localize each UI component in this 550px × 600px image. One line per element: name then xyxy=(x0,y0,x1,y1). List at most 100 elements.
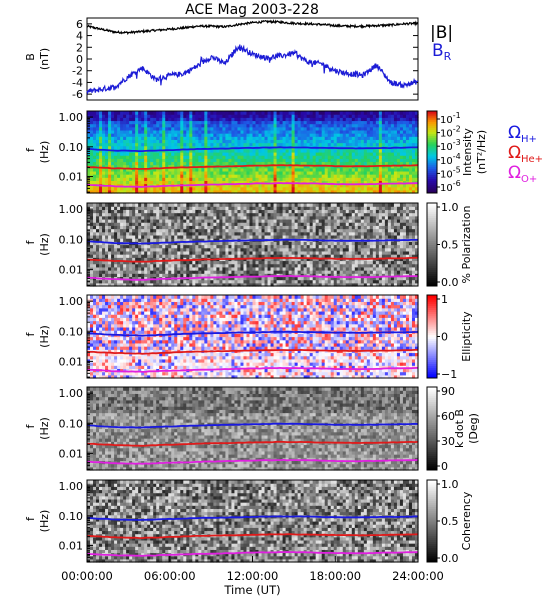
spectrogram-cell xyxy=(327,133,332,137)
spectrogram-cell xyxy=(141,136,145,140)
legend-omega-subscript: He+ xyxy=(521,154,543,165)
spectrogram-cell xyxy=(216,186,220,191)
spectrogram-cell xyxy=(249,276,254,281)
spectrogram-cell xyxy=(219,170,224,175)
spectrogram-cell xyxy=(144,152,148,156)
spectrogram-cell xyxy=(252,266,257,271)
spectrogram-cell xyxy=(282,189,287,194)
spectrogram-cell xyxy=(177,117,181,122)
spectrogram-cell xyxy=(147,161,151,166)
spectrogram-cell xyxy=(291,189,296,194)
colorbar-segment xyxy=(427,145,437,149)
spectrogram-cell xyxy=(255,186,260,191)
spectrogram-cell xyxy=(279,231,284,236)
colorbar-segment xyxy=(427,149,437,153)
spectrogram-cell xyxy=(216,247,220,252)
spectrogram-cell xyxy=(294,218,299,223)
spectrogram-cell xyxy=(165,142,169,147)
spectrogram-cell xyxy=(297,212,302,217)
spectrogram-cell xyxy=(381,183,386,188)
spectrogram-cell xyxy=(303,177,308,181)
spectrogram-cell xyxy=(408,129,413,134)
spectrogram-cell xyxy=(114,114,118,118)
spectrogram-cell xyxy=(372,133,377,137)
spectrogram-cell xyxy=(126,225,130,230)
spectrogram-cell xyxy=(144,279,148,284)
spectrogram-cell xyxy=(270,263,275,268)
spectrogram-cell xyxy=(177,133,181,137)
spectrogram-cell xyxy=(336,111,341,115)
spectrogram-cell xyxy=(234,139,239,144)
spectrogram-cell xyxy=(132,164,136,169)
spectrogram-cell xyxy=(117,174,121,178)
spectrogram-cell xyxy=(258,250,263,255)
spectrogram-cell xyxy=(198,273,202,278)
spectrogram-cell xyxy=(363,142,368,147)
spectrogram-cell xyxy=(93,238,97,242)
spectrogram-cell xyxy=(147,180,151,185)
spectrogram-cell xyxy=(117,215,121,220)
spectrogram-cell xyxy=(210,158,214,163)
spectrogram-cell xyxy=(303,170,308,175)
spectrogram-cell xyxy=(252,206,257,210)
spectrogram-cell xyxy=(216,218,220,223)
spectrogram-cell xyxy=(201,139,205,144)
spectrogram-cell xyxy=(198,133,202,137)
spectrogram-cell xyxy=(96,263,100,268)
spectrogram-cell xyxy=(138,228,142,233)
spectrogram-cell xyxy=(132,209,136,214)
spectrogram-cell xyxy=(204,282,208,287)
spectrogram-cell xyxy=(189,117,193,122)
spectrogram-cell xyxy=(195,111,199,115)
spectrogram-cell xyxy=(243,152,248,156)
spectrogram-cell xyxy=(150,152,154,156)
spectrogram-cell xyxy=(315,250,320,255)
spectrogram-cell xyxy=(240,273,245,278)
spectrogram-cell xyxy=(285,155,290,159)
spectrogram-cell xyxy=(330,152,335,156)
spectrogram-cell xyxy=(300,170,305,175)
spectrogram-cell xyxy=(231,158,236,163)
spectrogram-cell xyxy=(156,186,160,191)
spectrogram-cell xyxy=(279,161,284,166)
spectrogram-cell xyxy=(177,136,181,140)
spectrogram-cell xyxy=(261,206,266,210)
spectrogram-cell xyxy=(243,161,248,166)
spectrogram-cell xyxy=(300,120,305,125)
spectrogram-cell xyxy=(159,234,163,239)
spectrogram-cell xyxy=(144,270,148,274)
spectrogram-cell xyxy=(192,209,196,214)
spectrogram-cell xyxy=(105,270,109,274)
spectrogram-cell xyxy=(135,170,139,175)
spectrogram-cell xyxy=(201,270,205,274)
spectrogram-cell xyxy=(324,183,329,188)
spectrogram-cell xyxy=(303,136,308,140)
spectrogram-cell xyxy=(390,117,395,122)
spectrogram-cell xyxy=(195,174,199,178)
spectrogram-cell xyxy=(264,129,269,134)
spectrogram-cell xyxy=(240,234,245,239)
spectrogram-cell xyxy=(177,170,181,175)
spectrogram-cell xyxy=(339,129,344,134)
spectrogram-cell xyxy=(252,123,257,128)
spectrogram-cell xyxy=(231,254,236,258)
spectrogram-cell xyxy=(261,180,266,185)
spectrogram-cell xyxy=(339,148,344,153)
spectrogram-cell xyxy=(192,177,196,181)
spectrogram-cell xyxy=(126,282,130,287)
spectrogram-cell xyxy=(267,120,272,125)
spectrogram-cell xyxy=(243,136,248,140)
spectrogram-cell xyxy=(183,133,187,137)
spectrogram-cell xyxy=(252,218,257,223)
spectrogram-cell xyxy=(255,241,260,246)
spectrogram-cell xyxy=(186,167,190,172)
spectrogram-cell xyxy=(279,247,284,252)
spectrogram-cell xyxy=(138,139,142,144)
spectrogram-cell xyxy=(87,139,91,144)
spectrogram-cell xyxy=(210,231,214,236)
spectrogram-cell xyxy=(393,186,398,191)
spectrogram-cell xyxy=(183,247,187,252)
spectrogram-cell xyxy=(150,244,154,249)
spectrogram-cell xyxy=(192,282,196,287)
spectrogram-cell xyxy=(243,228,248,233)
